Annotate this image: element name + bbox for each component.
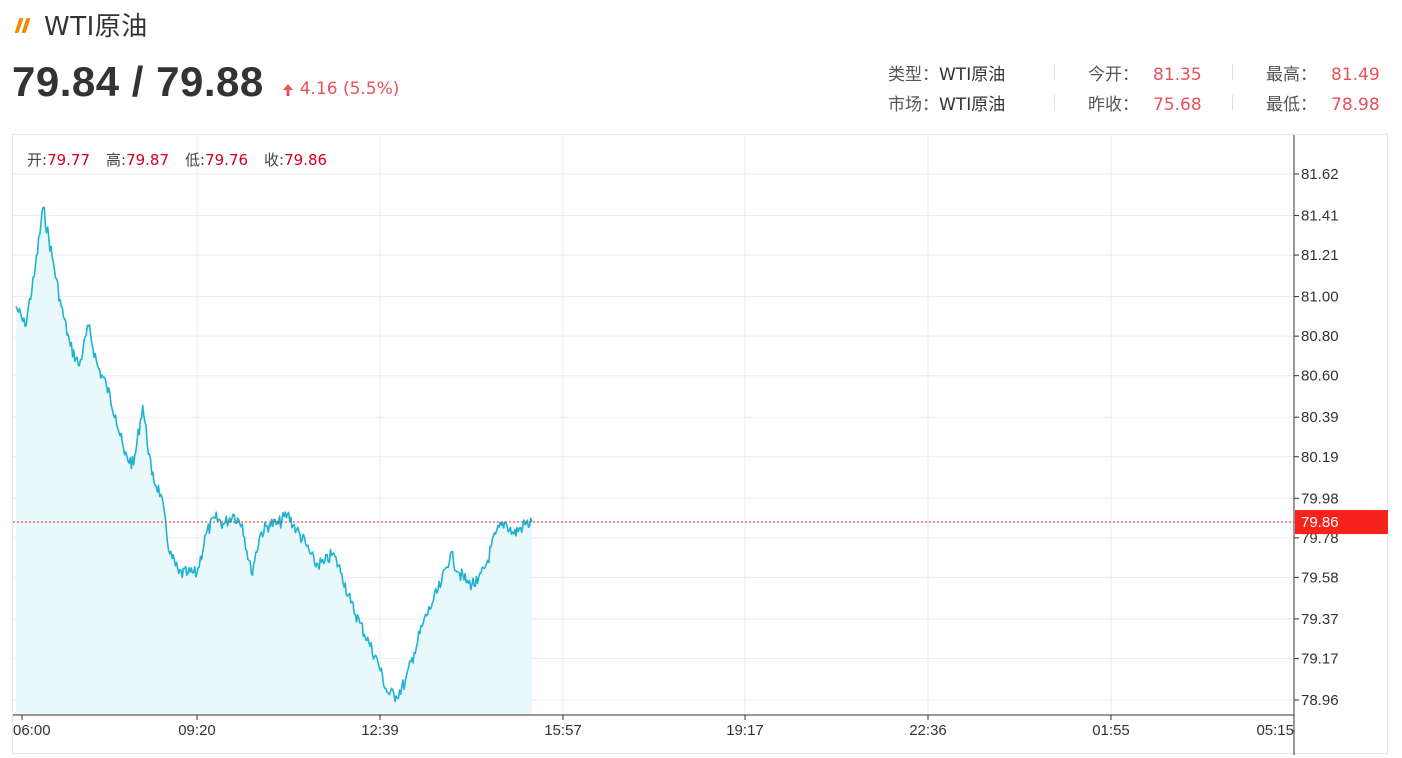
x-tick-label: 22:36 bbox=[909, 722, 947, 739]
info-open: 今开： 81.35 bbox=[1088, 60, 1202, 85]
y-tick-label: 81.00 bbox=[1301, 289, 1339, 306]
info-prev-close: 昨收： 75.68 bbox=[1088, 90, 1202, 115]
y-tick-label: 79.37 bbox=[1301, 611, 1339, 628]
x-tick-label: 12:39 bbox=[361, 722, 399, 739]
price-line bbox=[15, 206, 533, 703]
ohlc-open-label: 开: bbox=[27, 151, 48, 169]
price-change: 4.16 (5.5%) bbox=[282, 79, 400, 99]
page-title: WTI原油 bbox=[44, 11, 148, 42]
ohlc-readout: 开:79.77 高:79.87 低:79.76 收:79.86 bbox=[27, 149, 327, 170]
info-prev-close-value: 75.68 bbox=[1153, 95, 1202, 115]
info-open-value: 81.35 bbox=[1153, 65, 1202, 85]
y-tick-label: 81.41 bbox=[1301, 208, 1339, 225]
price-area bbox=[16, 207, 532, 715]
info-prev-close-label: 昨收： bbox=[1088, 95, 1139, 115]
price-chart[interactable]: 81.62 81.41 81.21 81.00 80.80 80.60 80.39 80.19… bbox=[12, 134, 1389, 755]
logo-stripes-icon bbox=[14, 14, 32, 34]
y-tick-label: 81.21 bbox=[1301, 247, 1339, 264]
y-tick-label: 80.19 bbox=[1301, 449, 1339, 466]
quote-info-panel: 类型：WTI原油 市场：WTI原油 今开： 81.35 昨收： 75.68 最高： 8… bbox=[888, 60, 1388, 116]
ohlc-open: 开:79.77 bbox=[27, 149, 90, 170]
info-divider bbox=[1232, 94, 1233, 110]
x-tick-label: 19:17 bbox=[726, 722, 764, 739]
info-low: 最低： 78.98 bbox=[1266, 90, 1380, 115]
ohlc-open-value: 79.77 bbox=[47, 151, 91, 169]
ohlc-high: 高:79.87 bbox=[106, 149, 169, 170]
info-open-label: 今开： bbox=[1088, 65, 1139, 85]
info-type: 类型：WTI原油 bbox=[888, 60, 1005, 85]
x-tick-label: 15:57 bbox=[544, 722, 582, 739]
y-tick-label: 79.98 bbox=[1301, 490, 1339, 507]
ohlc-close-label: 收: bbox=[264, 151, 285, 169]
info-market-value: WTI原油 bbox=[939, 95, 1006, 115]
y-tick-label: 79.58 bbox=[1301, 569, 1339, 586]
arrow-up-icon bbox=[282, 84, 293, 96]
x-tick-label: 09:20 bbox=[178, 722, 216, 739]
info-type-value: WTI原油 bbox=[939, 65, 1006, 85]
ohlc-close: 收:79.86 bbox=[264, 149, 327, 170]
info-high-label: 最高： bbox=[1266, 65, 1317, 85]
ohlc-low: 低:79.76 bbox=[185, 149, 248, 170]
ohlc-high-value: 79.87 bbox=[126, 151, 170, 169]
ohlc-close-value: 79.86 bbox=[284, 151, 328, 169]
price-change-value: 4.16 (5.5%) bbox=[299, 79, 400, 99]
y-tick-label: 79.78 bbox=[1301, 530, 1339, 547]
x-tick-label: 05:15 bbox=[1256, 722, 1294, 739]
y-tick-label: 81.62 bbox=[1301, 166, 1339, 183]
x-tick-label: 01:55 bbox=[1092, 722, 1130, 739]
title-bar: WTI原油 bbox=[14, 8, 148, 42]
info-type-label: 类型： bbox=[888, 65, 939, 85]
y-tick-label: 78.96 bbox=[1301, 692, 1339, 709]
info-divider bbox=[1232, 64, 1233, 80]
info-divider bbox=[1054, 64, 1055, 80]
x-tick-label: 06:00 bbox=[13, 722, 51, 739]
current-price-badge bbox=[1295, 510, 1388, 535]
info-market: 市场：WTI原油 bbox=[888, 90, 1005, 115]
info-low-value: 78.98 bbox=[1331, 95, 1380, 115]
current-price-label: 79.86 bbox=[1301, 514, 1339, 531]
y-tick-label: 80.80 bbox=[1301, 328, 1339, 345]
ohlc-high-label: 高: bbox=[106, 151, 127, 169]
info-high: 最高： 81.49 bbox=[1266, 60, 1380, 85]
quote-row: 79.84 / 79.88 4.16 (5.5%) bbox=[12, 58, 399, 106]
y-tick-label: 79.17 bbox=[1301, 650, 1339, 667]
ohlc-low-label: 低: bbox=[185, 151, 206, 169]
y-tick-label: 80.60 bbox=[1301, 368, 1339, 385]
info-divider bbox=[1054, 94, 1055, 110]
bid-ask-price: 79.84 / 79.88 bbox=[12, 58, 264, 105]
price-chart-canvas[interactable]: 81.62 81.41 81.21 81.00 80.80 80.60 80.39 80.19… bbox=[13, 135, 1389, 755]
info-low-label: 最低： bbox=[1266, 95, 1317, 115]
y-tick-label: 80.39 bbox=[1301, 409, 1339, 426]
ohlc-low-value: 79.76 bbox=[205, 151, 249, 169]
info-market-label: 市场： bbox=[888, 95, 939, 115]
info-high-value: 81.49 bbox=[1331, 65, 1380, 85]
